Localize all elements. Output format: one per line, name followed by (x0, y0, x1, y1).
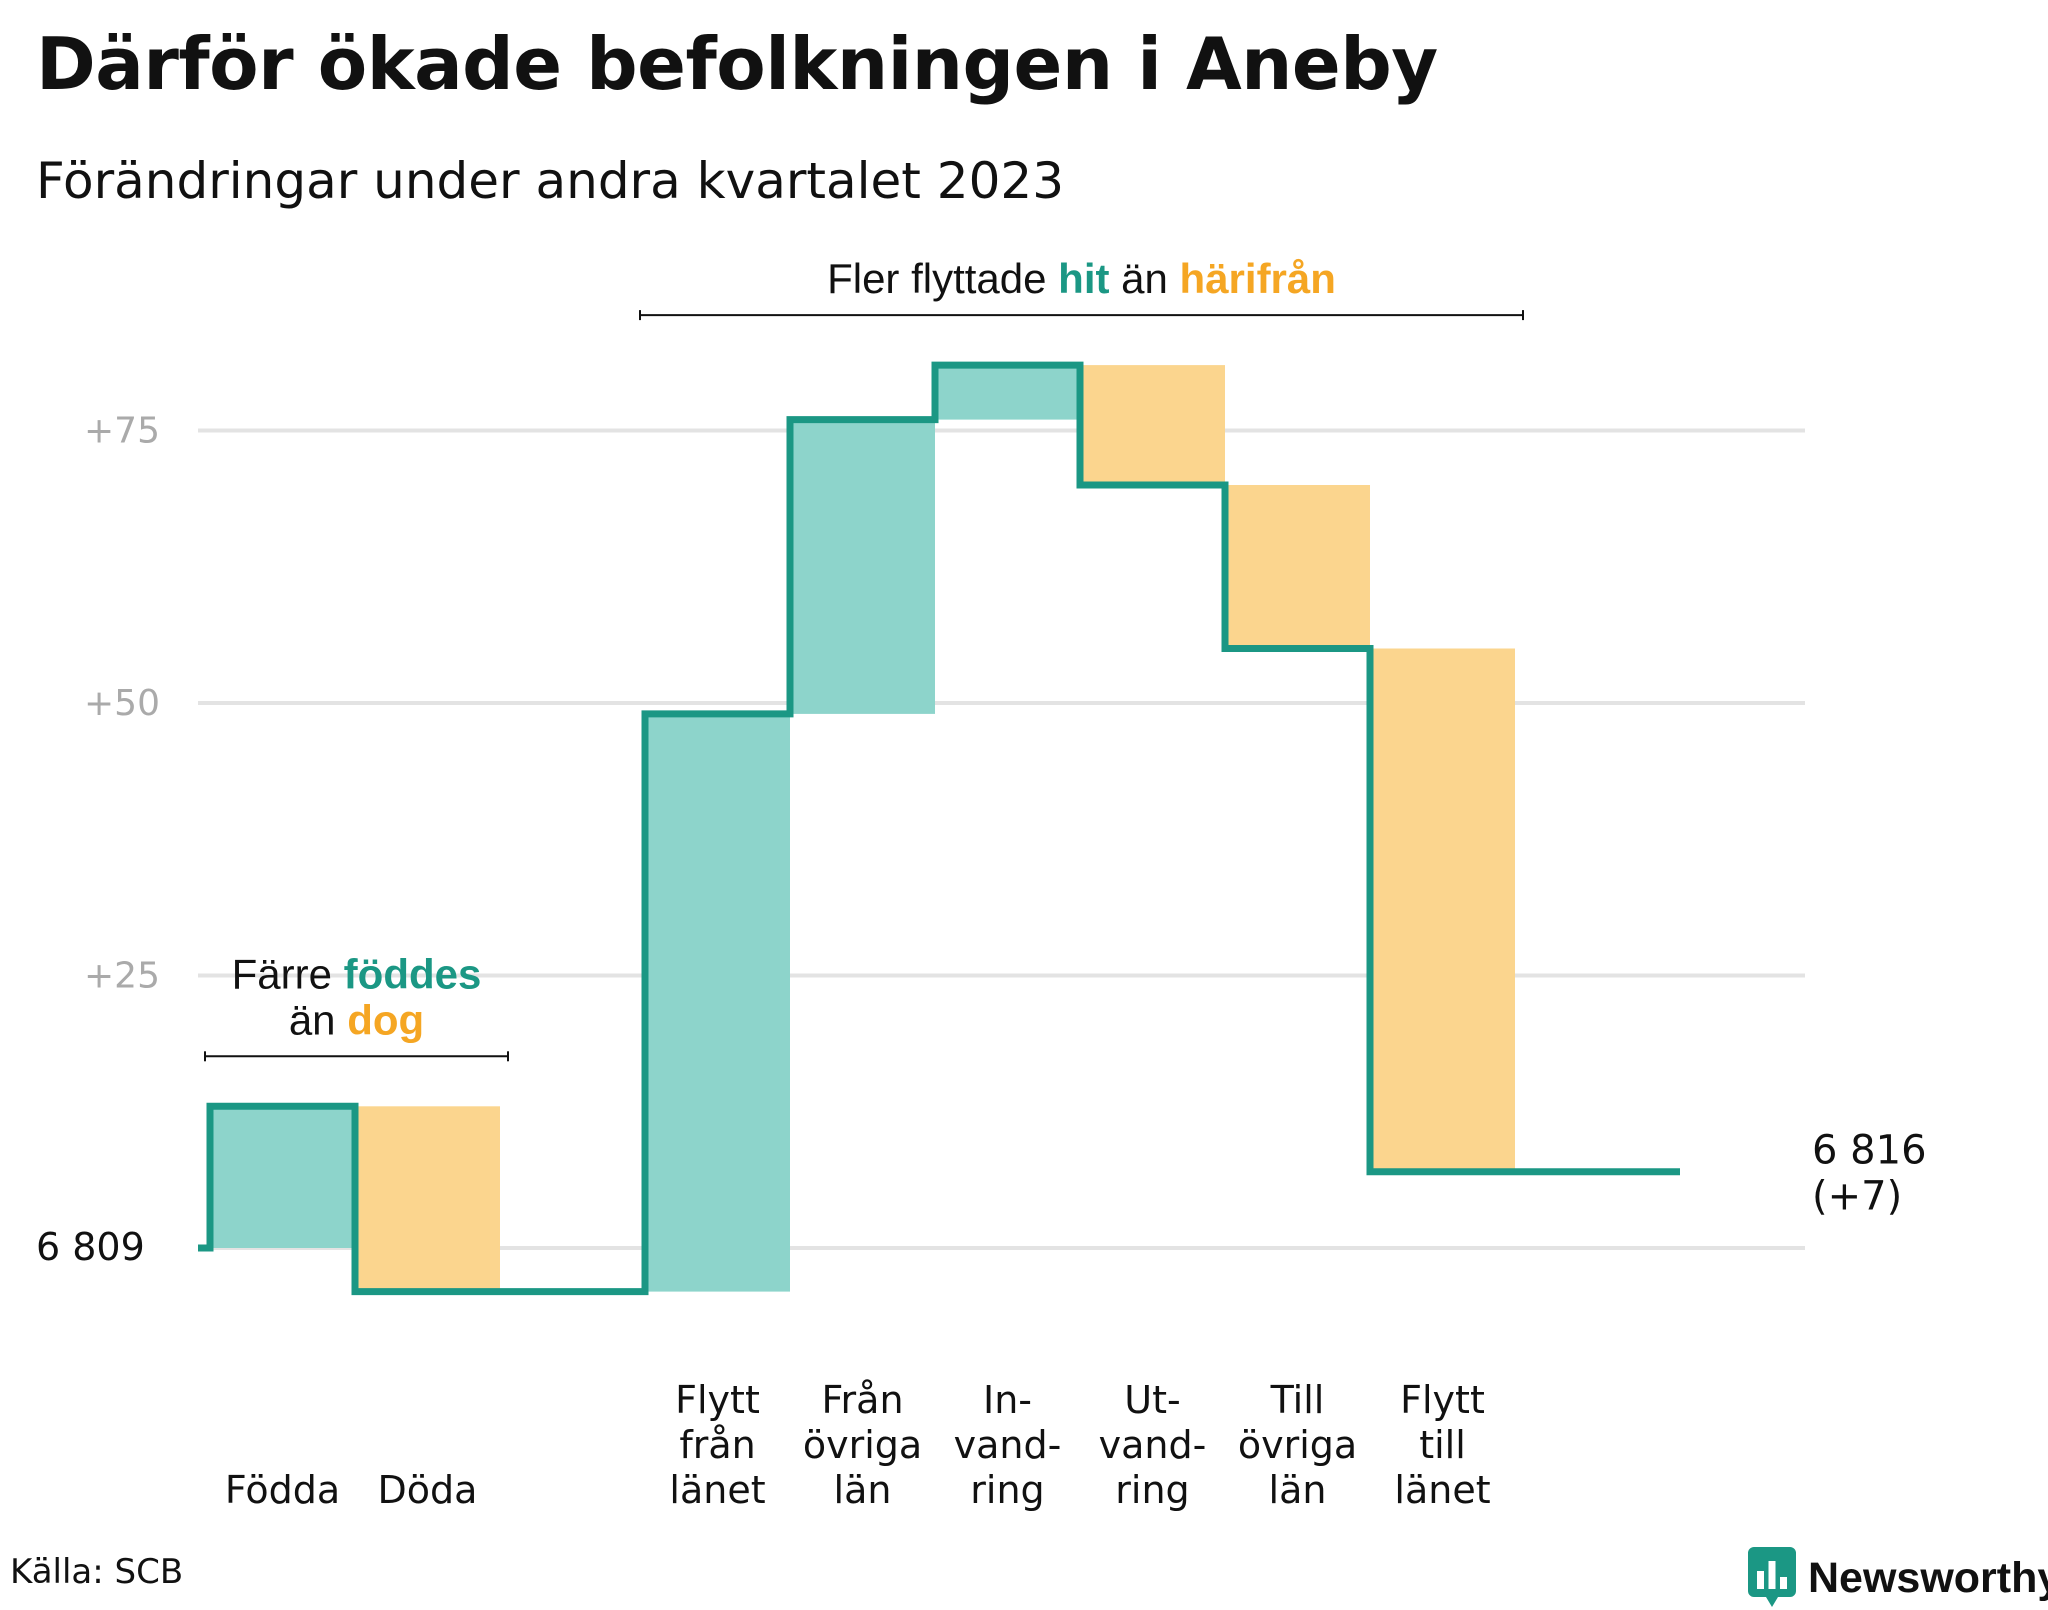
category-label: Döda (378, 1468, 478, 1512)
waterfall-bar (1225, 485, 1370, 649)
category-label: Från övriga län (803, 1378, 922, 1512)
waterfall-bar (645, 713, 790, 1292)
brand-logo: Newsworthy (1748, 1546, 2048, 1610)
waterfall-bar (1370, 648, 1515, 1172)
step-line-group (198, 361, 1680, 1296)
end-value-label: 6 816 (1812, 1128, 1927, 1174)
newsworthy-bar-chart-icon (1748, 1547, 1796, 1607)
chart-subtitle: Förändringar under andra kvartalet 2023 (36, 152, 1065, 210)
end-change-label: (+7) (1812, 1174, 1902, 1220)
category-label: Födda (225, 1468, 340, 1512)
labels: +25 +50 +75 6 809 Födda Döda Flytt från länet Frå… (36, 411, 1927, 1513)
waterfall-bar (355, 1106, 500, 1292)
waterfall-bar (210, 1106, 355, 1248)
source-note: Källa: SCB (10, 1552, 184, 1592)
category-label: Till övriga län (1238, 1378, 1357, 1512)
waterfall-bar (1080, 365, 1225, 485)
category-label: Flytt till länet (1394, 1378, 1490, 1512)
waterfall-chart: +25 +50 +75 6 809 Födda Döda Flytt från länet Frå… (36, 255, 1927, 1513)
annotation: Fler flyttade hit än härifrån (639, 255, 1524, 321)
chart-title: Därför ökade befolkningen i Aneby (36, 22, 1438, 106)
waterfall-bar (935, 365, 1080, 420)
baseline-label: 6 809 (36, 1225, 145, 1269)
annotation-text: Färre föddes (232, 950, 482, 997)
y-tick-label: +50 (84, 683, 160, 724)
category-label: Ut-vand-ring (1099, 1378, 1207, 1512)
y-tick-label: +25 (84, 956, 160, 997)
step-line (198, 361, 1680, 1296)
annotation-text: Fler flyttade hit än härifrån (827, 255, 1336, 302)
bars (210, 365, 1515, 1292)
waterfall-bar (790, 419, 935, 714)
brand-name: Newsworthy (1808, 1553, 2048, 1602)
category-label: Flytt från länet (669, 1378, 765, 1512)
y-tick-label: +75 (84, 411, 160, 452)
category-label: In-vand-ring (954, 1378, 1062, 1512)
annotation-text: än dog (289, 996, 424, 1043)
